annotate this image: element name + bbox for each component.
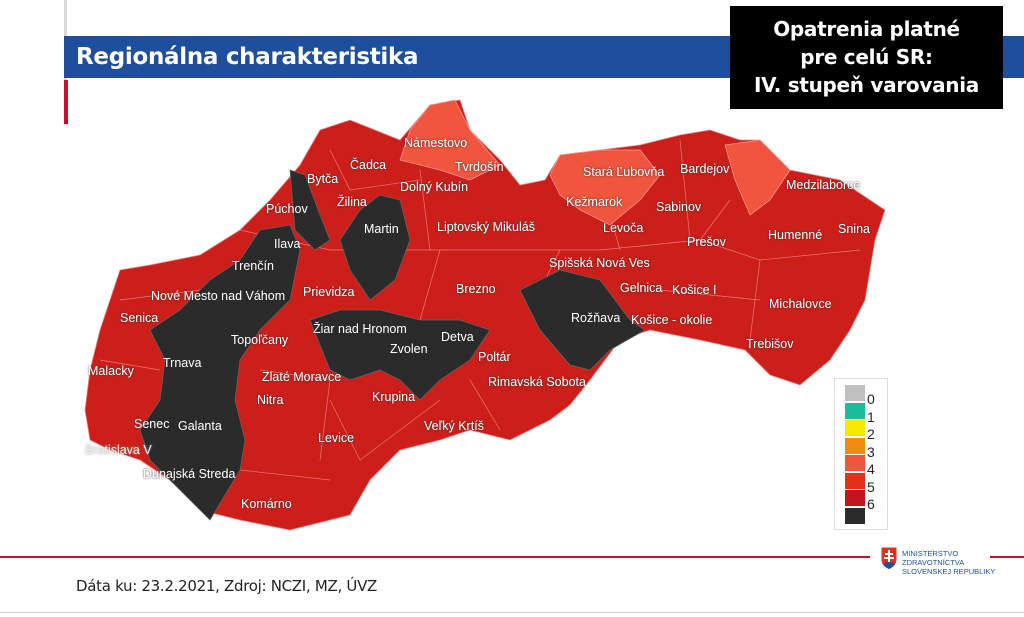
district-label: Bytča [307, 172, 339, 186]
footer-divider [0, 556, 870, 558]
district-label: Komárno [241, 497, 292, 511]
legend-swatch [845, 507, 865, 524]
district-label: Levice [318, 431, 355, 445]
level-4-districts [399, 99, 791, 226]
legend-label: 6 [867, 496, 875, 512]
legend-label: 0 [867, 391, 875, 407]
district-label: Stará Ľubovňa [583, 165, 665, 179]
district-label: Humenné [768, 228, 823, 242]
district-label: Tvrdošín [455, 160, 504, 174]
district-label: Zlaté Moravce [262, 370, 342, 384]
district-label: Žiar nad Hronom [313, 322, 407, 336]
district-label: Dolný Kubín [400, 180, 469, 194]
district-label: Rimavská Sobota [488, 375, 586, 389]
level-6-districts [139, 169, 646, 521]
district-label: Košice - okolie [631, 313, 713, 327]
district-label: Michalovce [769, 297, 832, 311]
district-label: Gelnica [620, 281, 663, 295]
page-title: Regionálna charakteristika [76, 44, 419, 70]
legend-swatch [845, 472, 865, 489]
accent-bar [64, 80, 68, 124]
logo-line: ZDRAVOTNÍCTVA [902, 558, 965, 567]
district-label: Senica [120, 311, 159, 325]
district-label: Námestovo [404, 136, 468, 150]
district-label: Bratislava V [85, 443, 152, 457]
district-label: Prešov [687, 235, 726, 249]
district-label: Trebišov [746, 337, 794, 351]
legend-swatch [845, 437, 865, 454]
district-label: Spišská Nová Ves [549, 256, 650, 270]
data-source: Dáta ku: 23.2.2021, Zdroj: NCZI, MZ, ÚVZ [76, 577, 378, 595]
legend-swatch [845, 455, 865, 471]
ministry-logo: MINISTERSTVO ZDRAVOTNÍCTVA SLOVENSKEJ RE… [880, 546, 995, 576]
district-label: Medzilaborce [786, 178, 861, 192]
district-label: Krupina [372, 390, 416, 404]
district-label: Prievidza [303, 285, 355, 299]
district-label: Galanta [178, 419, 222, 433]
warning-notice: Opatrenia platné pre celú SR: IV. stupeň… [730, 6, 1003, 109]
district-label: Košice I [672, 283, 717, 297]
district-label: Dunajská Streda [143, 467, 236, 481]
district-label: Žilina [337, 195, 367, 209]
district-label: Čadca [350, 158, 387, 172]
legend-label: 5 [867, 478, 875, 495]
district-label: Zvolen [390, 342, 428, 356]
coat-of-arms-icon [880, 546, 898, 570]
district-label: Nové Mesto nad Váhom [151, 289, 286, 303]
district-label: Trnava [163, 356, 202, 370]
district-label: Bardejov [680, 162, 730, 176]
district-label: Púchov [266, 202, 308, 216]
district-label: Sabinov [656, 200, 702, 214]
logo-line: MINISTERSTVO [902, 549, 959, 558]
notice-line: pre celú SR: [800, 45, 933, 69]
district-label: Liptovský Mikuláš [437, 220, 535, 234]
district-label: Topoľčany [231, 333, 289, 347]
district-label: Veľký Krtíš [424, 419, 484, 433]
legend-label: 3 [867, 443, 875, 460]
district-label: Martin [364, 222, 399, 236]
legend-swatch [845, 420, 865, 436]
district-label: Poltár [478, 350, 511, 364]
legend-label: 4 [867, 461, 875, 477]
legend-swatch [845, 402, 865, 419]
district-label: Kežmarok [566, 195, 623, 209]
district-label: Senec [134, 417, 170, 431]
district-label: Snina [838, 222, 870, 236]
district-label: Levoča [603, 221, 644, 235]
legend-swatch [845, 385, 865, 401]
district-label: Brezno [456, 282, 496, 296]
logo-line: SLOVENSKEJ REPUBLIKY [902, 567, 996, 576]
notice-line: IV. stupeň varovania [754, 73, 979, 97]
footer-divider [990, 556, 1024, 558]
legend-label: 1 [867, 408, 875, 425]
district-label: Nitra [257, 393, 284, 407]
notice-line: Opatrenia platné [773, 17, 960, 41]
legend-swatch [845, 490, 865, 506]
district-label: Ilava [274, 237, 301, 251]
legend-label: 2 [867, 426, 875, 442]
district-label: Detva [441, 330, 474, 344]
district-label: Trenčín [232, 259, 274, 273]
bottom-border [0, 612, 1024, 613]
district-label: Rožňava [571, 311, 621, 325]
district-label: Malacky [88, 364, 134, 378]
